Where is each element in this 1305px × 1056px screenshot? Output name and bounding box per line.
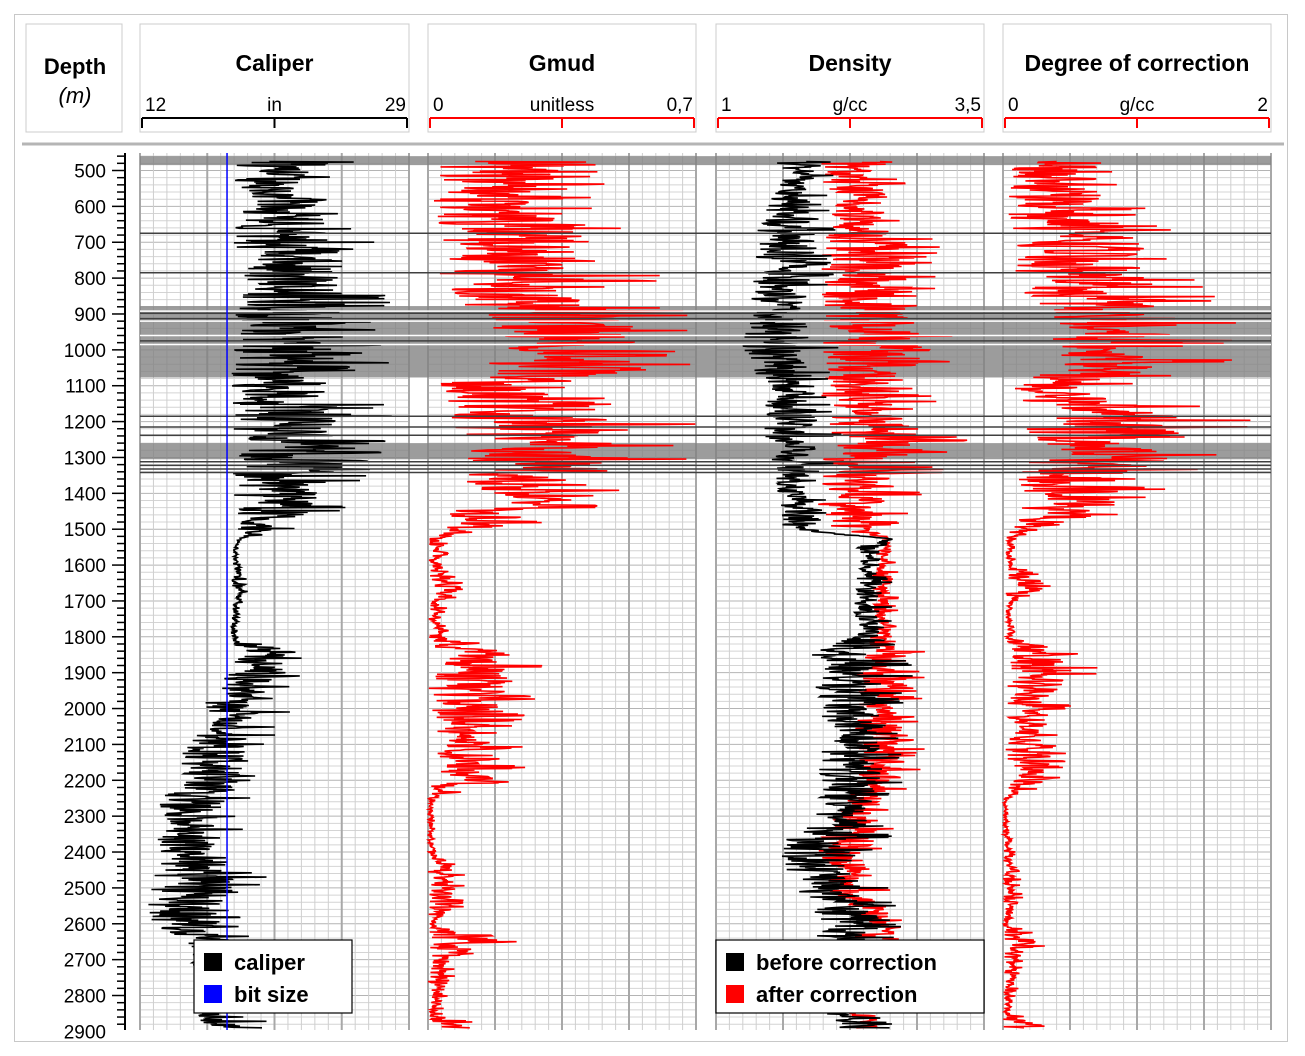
scale-unit-label: g/cc: [1120, 95, 1155, 116]
depth-tick-label: 800: [74, 269, 106, 290]
header-caliper: Caliper 12 29 in: [139, 23, 410, 133]
curve-caliper-caliper: [148, 160, 392, 1029]
depth-tick-label: 2500: [64, 879, 106, 900]
depth-tick-label: 1400: [64, 484, 106, 505]
track-title: Density: [808, 50, 891, 76]
depth-header-box: [25, 23, 123, 133]
header-density: Density 1 3,5 g/cc: [715, 23, 985, 133]
scale-min-label: 1: [721, 95, 732, 116]
depth-tick-label: 2900: [64, 1022, 106, 1043]
legend-swatch: [726, 953, 744, 971]
depth-tick-label: 900: [74, 305, 106, 326]
scale-max-label: 2: [1257, 95, 1268, 116]
header-box: [427, 23, 697, 133]
grid-track-2: [427, 153, 697, 1030]
scale-max-label: 29: [385, 95, 406, 116]
depth-tick-label: 2600: [64, 915, 106, 936]
header-box: [139, 23, 410, 133]
depth-tick-label: 2200: [64, 771, 106, 792]
depth-tick-label: 1600: [64, 556, 106, 577]
depth-axis-title: Depth: [44, 54, 106, 79]
curve-gmud-gmud: [425, 160, 696, 1029]
legends: caliper bit size before correction after co…: [193, 939, 985, 1014]
scale-unit-label: in: [267, 95, 282, 116]
depth-tick-label: 1700: [64, 592, 106, 613]
shaded-interval: [140, 156, 1271, 166]
scale-unit-label: unitless: [530, 95, 594, 116]
legend-label: bit size: [234, 982, 309, 1007]
track-title: Gmud: [529, 50, 595, 76]
depth-tick-label: 1800: [64, 628, 106, 649]
log-curves: [148, 160, 1251, 1029]
shaded-interval: [140, 443, 1271, 460]
legend-density: before correction after correction: [715, 939, 985, 1014]
header-box: [1002, 23, 1272, 133]
grid-track-4: [1002, 153, 1272, 1030]
depth-axis-unit: (m): [59, 83, 92, 108]
header-gmud: Gmud 0 0,7 unitless: [427, 23, 697, 133]
header-degree-of-correction: Degree of correction 0 2 g/cc: [1002, 23, 1272, 133]
depth-tick-label: 1900: [64, 664, 106, 685]
scale-max-label: 3,5: [955, 95, 981, 116]
track-title: Degree of correction: [1025, 50, 1250, 76]
scale-min-label: 12: [145, 95, 166, 116]
legend-swatch: [726, 985, 744, 1003]
curve-density-before-correction: [742, 160, 913, 1029]
depth-tick-label: 2000: [64, 700, 106, 721]
scale-min-label: 0: [1008, 95, 1019, 116]
legend-label: before correction: [756, 950, 937, 975]
depth-tick-label: 1100: [65, 377, 106, 398]
depth-tick-label: 2800: [64, 987, 106, 1008]
depth-tick-label: 1200: [64, 413, 106, 434]
depth-tick-label: 2700: [64, 951, 106, 972]
depth-tick-label: 1300: [64, 448, 106, 469]
horizontal-markers: [140, 232, 1271, 474]
depth-tick-label: 1000: [64, 341, 106, 362]
track-title: Caliper: [236, 50, 314, 76]
legend-caliper: caliper bit size: [193, 939, 353, 1014]
scale-unit-label: g/cc: [833, 95, 868, 116]
legend-label: caliper: [234, 950, 305, 975]
depth-tick-label: 2300: [64, 807, 106, 828]
legend-label: after correction: [756, 982, 917, 1007]
depth-tick-label: 500: [74, 162, 106, 183]
depth-tick-label: 2100: [64, 735, 106, 756]
scale-max-label: 0,7: [667, 95, 693, 116]
legend-box: [715, 939, 985, 1014]
depth-tick-label: 2400: [64, 843, 106, 864]
legend-swatch: [204, 953, 222, 971]
depth-tick-label: 700: [74, 233, 106, 254]
depth-tick-label: 600: [74, 197, 106, 218]
scale-min-label: 0: [433, 95, 444, 116]
header-box: [715, 23, 985, 133]
depth-axis: 500 600 700 800 900 1000 1100 1200 1300 1400 1500 1…: [64, 153, 126, 1043]
legend-swatch: [204, 985, 222, 1003]
depth-tick-label: 1500: [64, 520, 106, 541]
curve-degree-of-correction-degree-of-correction: [1000, 160, 1251, 1029]
